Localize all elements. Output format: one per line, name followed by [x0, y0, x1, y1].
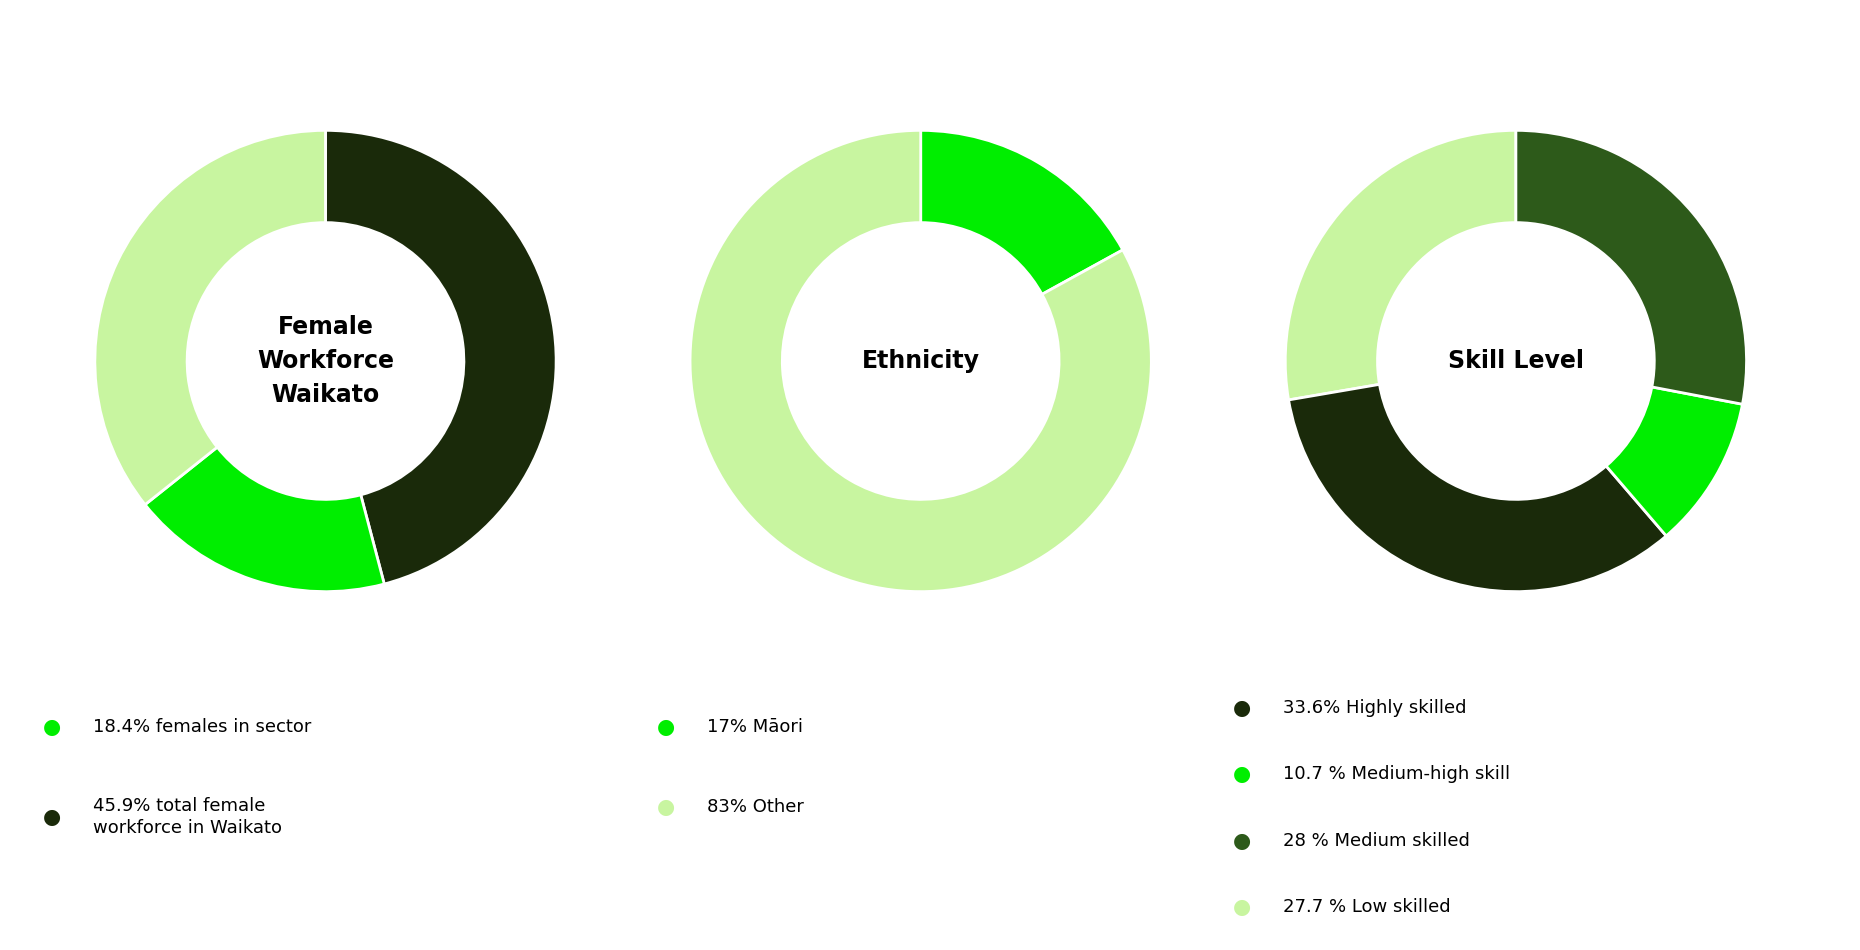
Text: 10.7 % Medium-high skill: 10.7 % Medium-high skill [1283, 766, 1510, 783]
Text: 18.4% females in sector: 18.4% females in sector [93, 718, 311, 735]
Text: Female
Workforce
Waikato: Female Workforce Waikato [257, 315, 394, 407]
Wedge shape [1289, 385, 1667, 592]
Text: ●: ● [1233, 697, 1252, 718]
Text: 83% Other: 83% Other [707, 799, 804, 816]
Text: 45.9% total female
workforce in Waikato: 45.9% total female workforce in Waikato [93, 797, 283, 837]
Text: 17% Māori: 17% Māori [707, 718, 804, 735]
Wedge shape [1285, 130, 1516, 400]
Text: ●: ● [1233, 897, 1252, 918]
Wedge shape [1605, 387, 1743, 536]
Text: 28 % Medium skilled: 28 % Medium skilled [1283, 832, 1469, 849]
Wedge shape [145, 447, 385, 592]
Text: ●: ● [657, 797, 675, 818]
Text: Skill Level: Skill Level [1447, 349, 1585, 373]
Text: ●: ● [43, 716, 61, 737]
Text: ●: ● [1233, 764, 1252, 785]
Wedge shape [326, 130, 556, 584]
Wedge shape [921, 130, 1123, 294]
Text: 27.7 % Low skilled: 27.7 % Low skilled [1283, 899, 1451, 916]
Text: 33.6% Highly skilled: 33.6% Highly skilled [1283, 699, 1468, 716]
Wedge shape [690, 130, 1151, 592]
Text: ●: ● [43, 807, 61, 827]
Text: ●: ● [1233, 830, 1252, 851]
Text: Ethnicity: Ethnicity [861, 349, 980, 373]
Text: ●: ● [657, 716, 675, 737]
Wedge shape [1516, 130, 1747, 404]
Wedge shape [95, 130, 326, 504]
